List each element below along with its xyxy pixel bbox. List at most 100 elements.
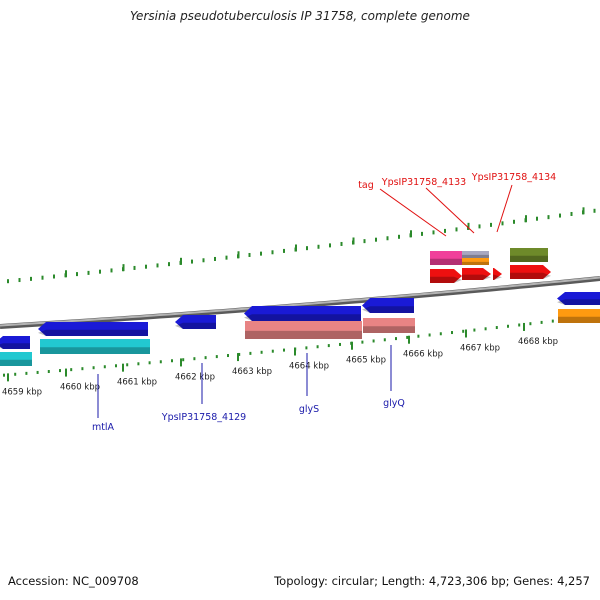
ruler-dot <box>305 346 308 350</box>
gene-glyQ-rna-shade <box>363 326 415 334</box>
ruler-major-tick <box>7 373 9 382</box>
ruler-tick-label: 4667 kbp <box>460 343 500 353</box>
outer-ring-dot <box>283 248 285 253</box>
gene-cyan-b <box>40 339 150 355</box>
ruler-major-tick <box>237 353 239 362</box>
ruler-dot <box>227 354 229 358</box>
ruler-dot <box>417 334 420 338</box>
gene-red-right-body <box>510 265 551 279</box>
gene-label: YpsIP31758_4134 <box>471 172 556 183</box>
gene-mtlA-shade <box>38 329 148 336</box>
ruler-dot <box>507 324 509 328</box>
outer-ring-major-tick <box>65 270 67 278</box>
gene-glyS-rna <box>245 321 362 339</box>
gene-cyan-a-shade <box>0 359 32 367</box>
outer-ring-dot <box>214 256 216 261</box>
outer-ring-dot <box>271 250 274 255</box>
ruler-dot <box>249 351 252 355</box>
ruler-dot <box>395 337 397 341</box>
ruler-dot <box>540 320 543 324</box>
gene-mtlA-body <box>38 322 148 336</box>
ruler-dot <box>137 362 140 366</box>
outer-ring-dot <box>455 227 458 232</box>
gene-pink <box>430 251 463 265</box>
outer-ring-dot <box>156 263 159 268</box>
outer-ring-dot <box>18 278 21 283</box>
ruler-dot <box>518 323 521 327</box>
gene-YpsIP31758_4129 <box>175 315 216 330</box>
gene-gray-body <box>462 251 489 258</box>
ruler-dot <box>529 322 532 326</box>
ruler-dot <box>473 328 476 332</box>
gene-YpsIP31758_4134-shade <box>510 255 548 262</box>
accession-text: Accession: NC_009708 <box>8 574 139 588</box>
gene-label: glyQ <box>383 398 405 409</box>
outer-ring-dot <box>536 216 538 221</box>
gene-glyQ-shade <box>362 306 414 314</box>
ruler-major-tick <box>294 347 296 356</box>
gene-label-line <box>425 187 475 234</box>
outer-ring-dot <box>386 236 389 241</box>
gene-mtlA <box>38 322 148 336</box>
outer-ring-dot <box>559 213 561 218</box>
outer-ring-dot <box>317 244 320 249</box>
outer-ring-dot <box>133 265 136 270</box>
outer-ring-major-tick <box>352 237 355 245</box>
gene-label: tag <box>358 180 374 191</box>
gene-red-small-body <box>493 268 502 280</box>
map-title: Yersinia pseudotuberculosis IP 31758, co… <box>130 9 470 23</box>
gene-red-small <box>493 268 502 280</box>
ruler-dot <box>47 370 50 374</box>
gene-blue-a-body <box>0 336 30 349</box>
gene-tag <box>430 269 462 283</box>
outer-ring-dot <box>478 224 481 229</box>
outer-ring-dot <box>570 211 573 216</box>
gene-glyQ-body <box>362 298 414 313</box>
outer-ring-major-tick <box>295 244 297 252</box>
gene-tag-shade <box>430 276 462 283</box>
outer-ring-major-tick <box>180 257 182 265</box>
ruler-dot <box>383 338 386 342</box>
outer-ring-dot <box>110 268 113 273</box>
outer-ring-dot <box>260 251 262 256</box>
ruler-tick-label: 4659 kbp <box>2 387 42 397</box>
ruler-dot <box>193 357 196 361</box>
outer-ring-dot <box>444 228 446 233</box>
gene-pink-body <box>430 251 463 265</box>
gene-label: YpsIP31758_4129 <box>161 412 246 423</box>
outer-ring-dot <box>99 269 101 274</box>
ruler-tick-label: 4666 kbp <box>403 350 443 360</box>
ruler-dot <box>260 350 263 354</box>
gene-cyan-b-shade <box>40 347 150 355</box>
ruler-tick-label: 4663 kbp <box>232 367 272 377</box>
outer-ring-dot <box>329 243 331 248</box>
outer-ring-dot <box>375 237 377 242</box>
ruler-tick-label: 4668 kbp <box>518 337 558 347</box>
outer-ring-dot <box>432 230 435 235</box>
gene-cyan-a-body <box>0 352 32 366</box>
ruler-major-tick <box>408 335 410 344</box>
ruler-dot <box>59 369 61 373</box>
ruler-dot <box>182 358 185 362</box>
ruler-dot <box>271 349 274 353</box>
gene-glyS-shade <box>244 314 361 322</box>
gene-glyQ <box>362 298 414 314</box>
ruler-dot <box>126 363 129 367</box>
ruler-major-tick <box>523 322 525 331</box>
outer-ring-major-tick <box>410 230 412 238</box>
gene-glyS-rna-body <box>245 321 362 339</box>
ruler-dot <box>204 356 207 360</box>
gene-red-right <box>510 265 551 280</box>
ruler-major-tick <box>122 363 124 372</box>
outer-ring-dot <box>593 208 596 213</box>
ruler-tick-label: 4660 kbp <box>60 383 100 393</box>
ruler-tick-label: 4664 kbp <box>289 362 329 372</box>
ruler-dot <box>148 361 151 365</box>
ruler-tick-label: 4662 kbp <box>175 372 215 382</box>
gene-YpsIP31758_4129-shade <box>175 322 216 330</box>
gene-blue-end-body <box>557 292 600 305</box>
gene-cyan-a <box>0 352 32 367</box>
ruler-dot <box>339 342 341 346</box>
